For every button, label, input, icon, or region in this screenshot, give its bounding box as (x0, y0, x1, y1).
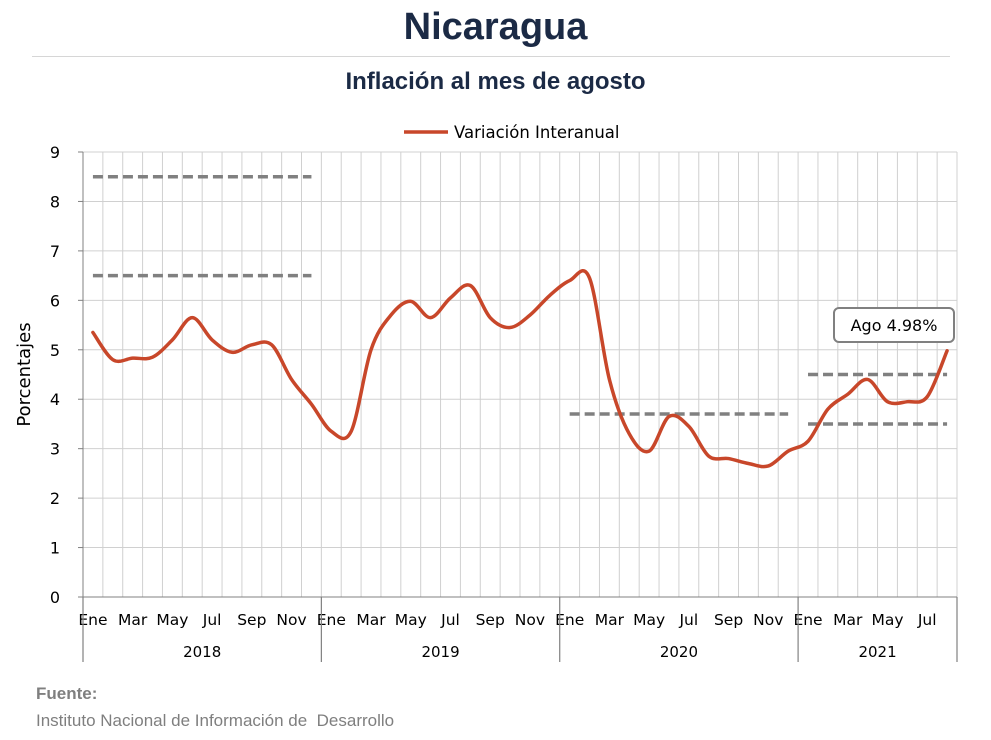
source-text: Instituto Nacional de Información de Des… (36, 711, 395, 730)
x-month-label: Mar (118, 611, 148, 629)
x-year-label: 2021 (858, 643, 896, 661)
x-month-label: Nov (753, 611, 783, 629)
x-month-label: May (156, 611, 188, 629)
x-month-label: Mar (356, 611, 386, 629)
legend-label: Variación Interanual (454, 123, 620, 142)
y-tick-label: 1 (50, 539, 60, 558)
y-tick-label: 9 (50, 143, 60, 162)
x-month-label: May (871, 611, 903, 629)
x-month-label: Nov (515, 611, 545, 629)
x-month-label: Jul (678, 611, 698, 629)
x-month-label: Nov (276, 611, 306, 629)
x-month-label: Mar (833, 611, 863, 629)
y-tick-label: 0 (50, 588, 60, 607)
series-line (91, 269, 949, 469)
x-year-label: 2020 (660, 643, 698, 661)
x-month-label: Ene (793, 611, 822, 629)
y-tick-label: 6 (50, 291, 60, 310)
y-axis-title: Porcentajes (14, 322, 35, 426)
y-tick-label: 8 (50, 192, 60, 211)
chart-subtitle: Inflación al mes de agosto (345, 68, 646, 95)
x-month-label: Jul (917, 611, 937, 629)
annotation-box (833, 307, 955, 343)
x-month-label: Sep (237, 611, 266, 629)
reference-lines (92, 174, 948, 426)
inflation-line-chart: 0 1 2 3 4 5 6 7 8 9 Ene Mar May Jul Sep Nov 2018 Ene Mar Ma… (14, 123, 958, 662)
x-month-label: Ene (317, 611, 346, 629)
chart-title: Nicaragua (403, 6, 588, 48)
x-month-label: Ene (78, 611, 107, 629)
y-tick-label: 2 (50, 489, 60, 508)
x-month-label: May (395, 611, 427, 629)
gridlines (83, 151, 958, 597)
title-divider (32, 56, 950, 57)
annotation: Ago 4.98% (833, 307, 955, 343)
x-month-label: Jul (202, 611, 222, 629)
y-tick-label: 4 (50, 390, 60, 409)
y-tick-label: 5 (50, 341, 60, 360)
x-month-label: Jul (440, 611, 460, 629)
y-tick-label: 7 (50, 242, 60, 261)
x-month-label: May (633, 611, 665, 629)
x-year-label: 2019 (421, 643, 459, 661)
annotation-label: Ago 4.98% (851, 316, 938, 335)
x-month-label: Sep (476, 611, 505, 629)
source-label: Fuente: (36, 684, 98, 703)
axes: 0 1 2 3 4 5 6 7 8 9 Ene Mar May Jul Sep Nov 2018 Ene Mar Ma… (14, 143, 958, 662)
x-month-label: Ene (555, 611, 584, 629)
x-year-label: 2018 (183, 643, 221, 661)
y-tick-label: 3 (50, 440, 60, 459)
x-month-label: Sep (714, 611, 743, 629)
series-lines (91, 269, 949, 469)
x-month-label: Mar (595, 611, 625, 629)
legend: Variación Interanual (404, 123, 620, 142)
